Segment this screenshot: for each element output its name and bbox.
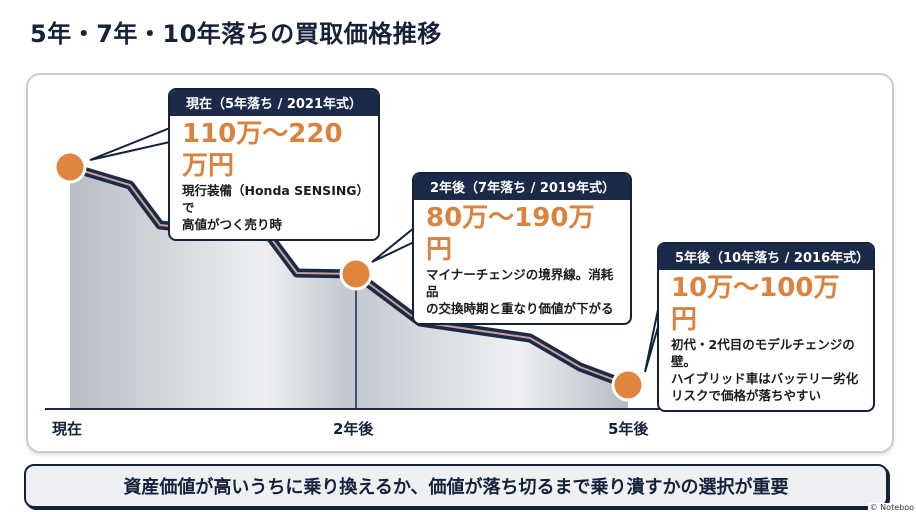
data-point-5y	[611, 368, 645, 402]
data-point-now	[53, 150, 87, 184]
callout-price: 110万～220万円	[182, 119, 343, 181]
callout-now: 現在（5年落ち / 2021年式） 110万～220万円 現行装備（Honda …	[168, 88, 380, 241]
x-tick-5y: 5年後	[608, 420, 649, 438]
credit-text: © Noteboo	[867, 503, 916, 512]
desc-line: ハイブリッド車はバッテリー劣化	[671, 371, 859, 386]
desc-line: リスクで価格が落ちやすい	[671, 388, 822, 403]
callout-5y: 5年後（10年落ち / 2016年式） 10万～100万円 初代・2代目のモデル…	[657, 242, 875, 412]
callout-pointer-1	[89, 126, 171, 161]
desc-line: 高値がつく売り時	[182, 217, 283, 232]
trend-line-stripe	[69, 166, 629, 386]
callout-description: 初代・2代目のモデルチェンジの壁。 ハイブリッド車はバッテリー劣化 リスクで価格…	[659, 336, 873, 410]
summary-text: 資産価値が高いうちに乗り換えるか、価値が落ち切るまで乗り潰すかの選択が重要	[123, 477, 789, 498]
callout-header: 2年後（7年落ち / 2019年式）	[414, 174, 630, 200]
x-tick-2y: 2年後	[333, 420, 374, 438]
desc-line: 現行装備（Honda SENSING）で	[182, 183, 363, 215]
x-tick-now: 現在	[52, 420, 83, 438]
summary-banner: 資産価値が高いうちに乗り換えるか、価値が落ち切るまで乗り潰すかの選択が重要	[24, 464, 888, 508]
callout-description: マイナーチェンジの境界線。消耗品 の交換時期と重なり価値が下がる	[414, 266, 630, 323]
desc-line: マイナーチェンジの境界線。消耗品	[426, 267, 614, 299]
callout-price: 80万～190万円	[426, 203, 595, 265]
desc-line: 初代・2代目のモデルチェンジの壁。	[671, 337, 855, 369]
callout-header: 5年後（10年落ち / 2016年式）	[659, 244, 873, 270]
callout-price: 10万～100万円	[671, 273, 840, 335]
page-title: 5年・7年・10年落ちの買取価格推移	[30, 20, 442, 48]
callout-header: 現在（5年落ち / 2021年式）	[170, 90, 378, 116]
desc-line: の交換時期と重なり価値が下がる	[426, 301, 614, 316]
data-point-2y	[339, 257, 373, 291]
callout-2y: 2年後（7年落ち / 2019年式） 80万～190万円 マイナーチェンジの境界…	[412, 172, 632, 325]
callout-description: 現行装備（Honda SENSING）で 高値がつく売り時	[170, 182, 378, 239]
